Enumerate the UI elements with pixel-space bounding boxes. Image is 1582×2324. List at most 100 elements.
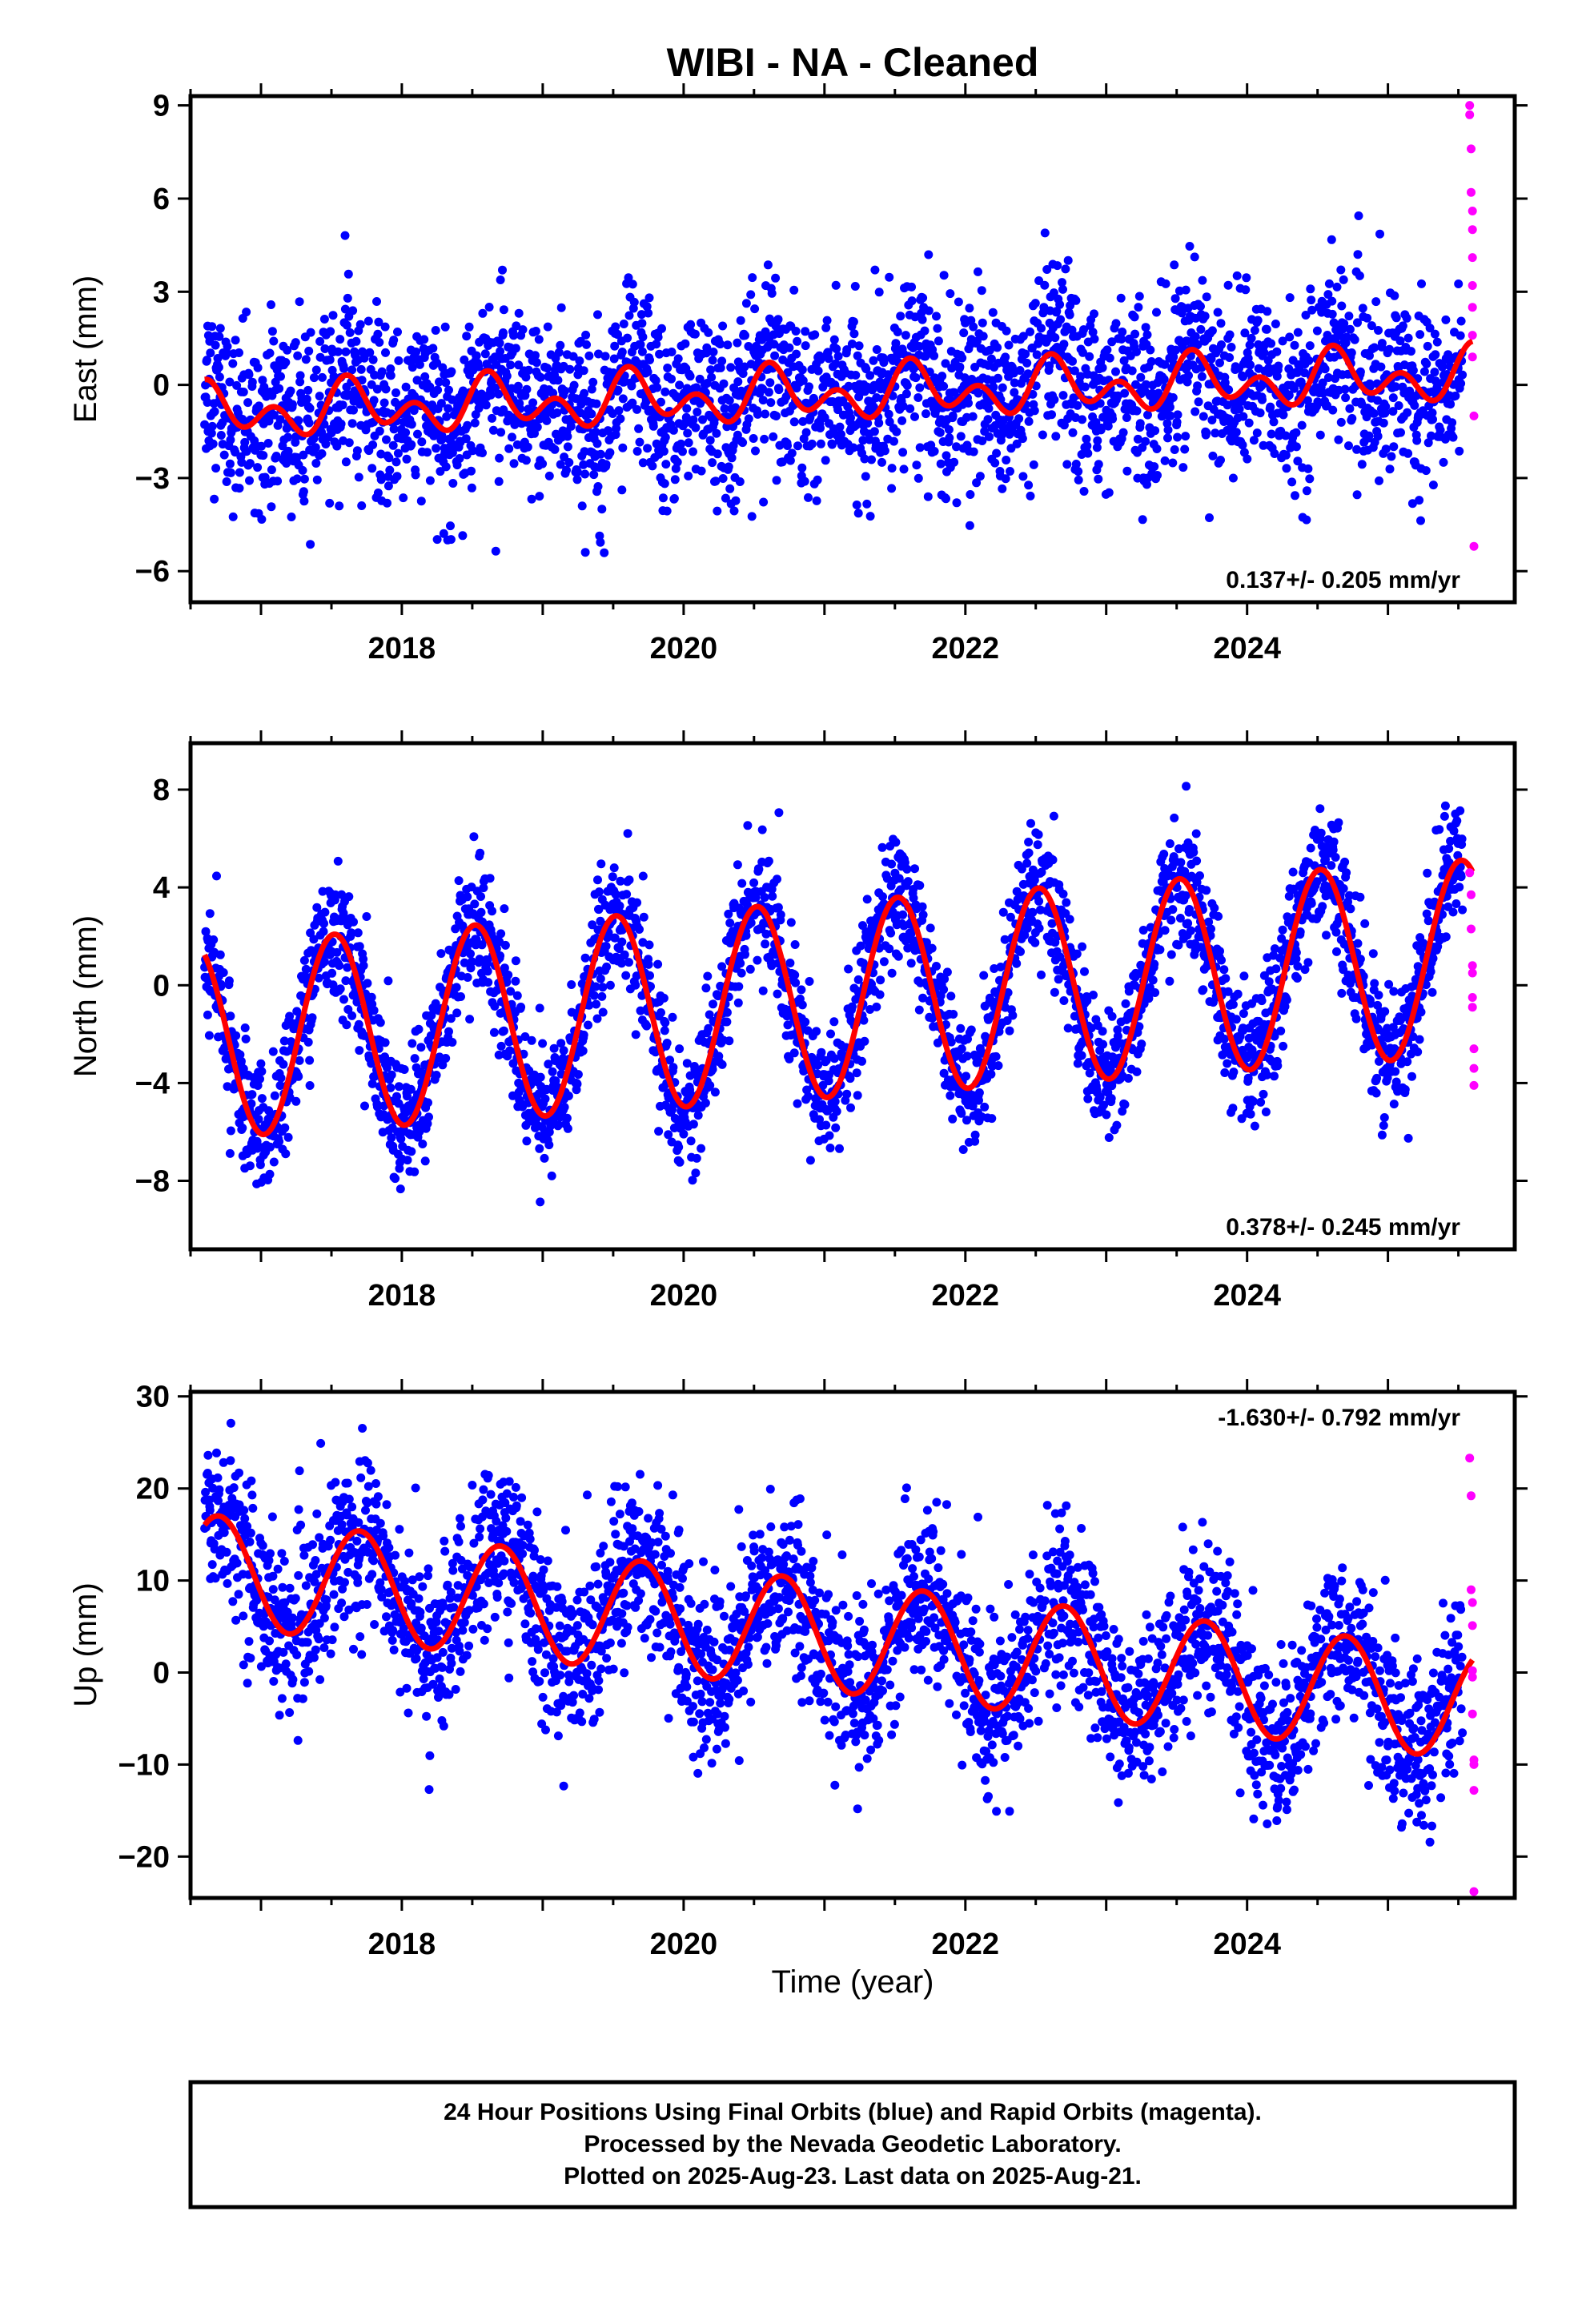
- final-orbit-point: [637, 347, 647, 356]
- final-orbit-point: [681, 339, 690, 348]
- final-orbit-point: [255, 1160, 265, 1169]
- final-orbit-point: [816, 355, 825, 364]
- final-orbit-point: [383, 1063, 391, 1072]
- final-orbit-point: [362, 912, 371, 921]
- final-orbit-point: [1391, 382, 1400, 392]
- final-orbit-point: [975, 472, 985, 481]
- final-orbit-point: [433, 385, 443, 395]
- final-orbit-point: [754, 865, 764, 874]
- final-orbit-point: [458, 531, 468, 541]
- final-orbit-point: [265, 1169, 275, 1179]
- final-orbit-point: [865, 371, 875, 380]
- final-orbit-point: [743, 821, 753, 830]
- final-orbit-point: [467, 466, 476, 476]
- final-orbit-point: [225, 377, 235, 387]
- final-orbit-point: [701, 983, 711, 993]
- final-orbit-point: [875, 377, 885, 387]
- final-orbit-point: [613, 330, 622, 340]
- final-orbit-point: [418, 1140, 428, 1148]
- final-orbit-point: [1116, 293, 1126, 303]
- final-orbit-point: [1407, 347, 1415, 356]
- final-orbit-point: [669, 494, 679, 503]
- final-orbit-point: [1355, 271, 1364, 280]
- final-orbit-point: [381, 384, 391, 394]
- final-orbit-point: [393, 328, 402, 336]
- final-orbit-point: [1037, 970, 1046, 979]
- final-orbit-point: [877, 842, 887, 852]
- final-orbit-point: [391, 388, 400, 397]
- final-orbit-point: [538, 459, 548, 468]
- final-orbit-point: [1059, 340, 1069, 349]
- final-orbit-point: [438, 363, 448, 372]
- rapid-orbit-point: [1469, 411, 1479, 420]
- final-orbit-point: [862, 895, 872, 904]
- final-orbit-point: [304, 346, 314, 356]
- final-orbit-point: [921, 409, 930, 419]
- final-orbit-point: [927, 943, 937, 953]
- final-orbit-point: [292, 1007, 302, 1016]
- final-orbit-point: [1095, 399, 1105, 408]
- final-orbit-point: [553, 376, 563, 385]
- final-orbit-point: [1423, 438, 1433, 448]
- final-orbit-point: [320, 344, 330, 353]
- final-orbit-point: [638, 871, 648, 881]
- final-orbit-point: [617, 937, 627, 947]
- final-orbit-point: [1215, 358, 1224, 368]
- final-orbit-point: [745, 964, 755, 974]
- final-orbit-point: [524, 365, 533, 375]
- final-orbit-point: [747, 512, 757, 521]
- final-orbit-point: [697, 1144, 706, 1153]
- final-orbit-point: [1242, 273, 1251, 283]
- final-orbit-point: [490, 352, 500, 362]
- final-orbit-point: [562, 465, 571, 475]
- final-orbit-point: [686, 1136, 696, 1146]
- final-orbit-point: [1301, 311, 1311, 320]
- final-orbit-point: [1090, 309, 1098, 319]
- final-orbit-point: [509, 331, 518, 340]
- final-orbit-point: [463, 420, 472, 430]
- final-orbit-point: [1104, 488, 1114, 497]
- final-orbit-point: [941, 359, 950, 368]
- final-orbit-point: [1456, 316, 1466, 326]
- final-orbit-point: [295, 297, 304, 307]
- final-orbit-point: [1170, 445, 1179, 454]
- final-orbit-point: [1067, 325, 1077, 335]
- final-orbit-point: [816, 439, 825, 448]
- final-orbit-point: [1073, 400, 1082, 410]
- final-orbit-point: [875, 990, 885, 999]
- final-orbit-point: [1354, 211, 1363, 220]
- final-orbit-point: [1134, 303, 1143, 312]
- final-orbit-point: [1168, 458, 1178, 468]
- final-orbit-point: [375, 338, 384, 347]
- final-orbit-point: [441, 378, 451, 388]
- final-orbit-point: [722, 1017, 732, 1027]
- final-orbit-point: [1353, 318, 1362, 328]
- final-orbit-point: [359, 955, 368, 964]
- final-orbit-point: [713, 506, 722, 516]
- final-orbit-point: [1363, 313, 1372, 323]
- final-orbit-point: [645, 356, 654, 364]
- final-orbit-point: [822, 316, 832, 325]
- final-orbit-point: [211, 464, 221, 473]
- final-orbit-point: [1103, 421, 1113, 431]
- final-orbit-point: [201, 927, 211, 936]
- final-orbit-point: [865, 512, 875, 521]
- final-orbit-point: [299, 474, 309, 484]
- final-orbit-point: [372, 297, 381, 306]
- final-orbit-point: [592, 439, 602, 448]
- final-orbit-point: [708, 1064, 717, 1074]
- final-orbit-point: [758, 396, 768, 405]
- final-orbit-point: [527, 494, 536, 504]
- final-orbit-point: [1040, 228, 1050, 238]
- final-orbit-point: [668, 1105, 677, 1115]
- final-orbit-point: [1398, 321, 1407, 331]
- final-orbit-point: [267, 465, 276, 475]
- final-orbit-point: [924, 250, 934, 259]
- final-orbit-point: [363, 316, 373, 326]
- final-orbit-point: [1247, 333, 1256, 343]
- final-orbit-point: [344, 892, 354, 902]
- final-orbit-point: [1050, 987, 1059, 997]
- final-orbit-point: [549, 1043, 559, 1053]
- final-orbit-point: [476, 907, 486, 917]
- final-orbit-point: [224, 976, 234, 986]
